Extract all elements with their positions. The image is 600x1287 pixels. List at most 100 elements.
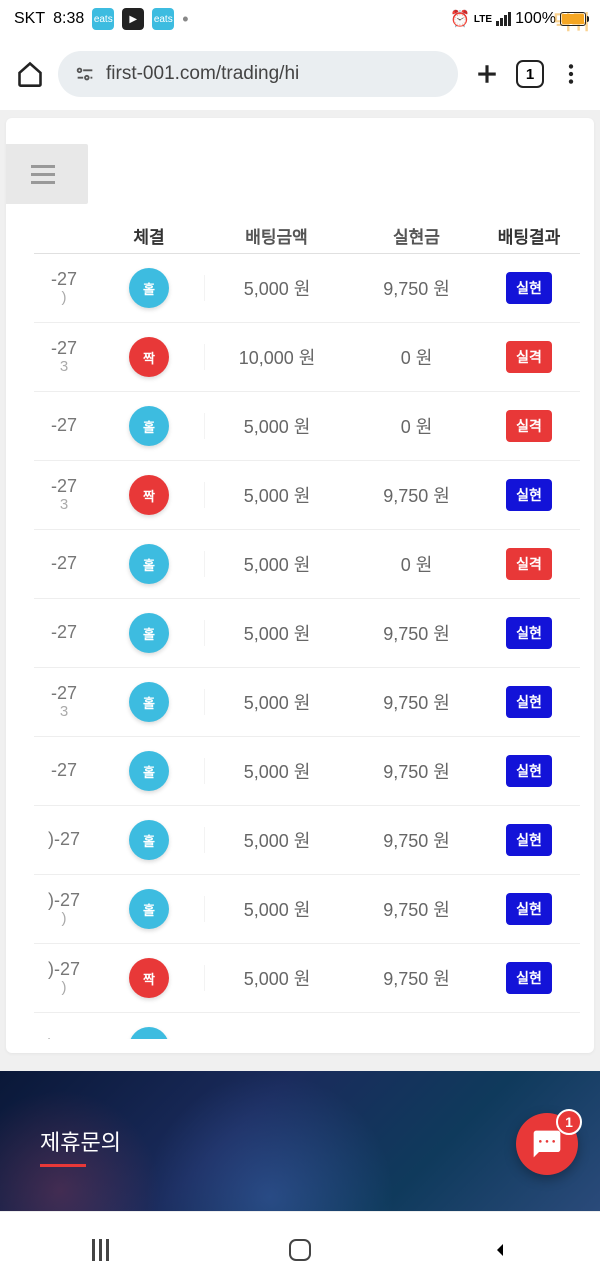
home-nav-icon <box>289 1239 311 1261</box>
eats-icon-2: eats <box>152 8 174 30</box>
header-result: 배팅결과 <box>484 223 574 248</box>
trade-badge: 홀 <box>129 751 169 791</box>
table-header-row: 체결 배팅금액 실현금 배팅결과 <box>34 218 580 254</box>
realized-cell: 9,750 원 <box>349 827 484 853</box>
result-cell: 실현 <box>484 479 574 511</box>
footer-banner[interactable]: 제휴문의 1 <box>0 1071 600 1211</box>
hamburger-icon <box>31 165 55 184</box>
trade-badge: 짝 <box>129 958 169 998</box>
realized-cell: 9,750 원 <box>349 758 484 784</box>
table-row[interactable]: -273짝10,000 원0 원실격 <box>34 323 580 392</box>
battery-label: 100% <box>515 10 556 28</box>
chat-icon <box>531 1128 563 1160</box>
table-row[interactable]: )-27홀 <box>34 1013 580 1039</box>
result-pill: 실현 <box>506 962 552 994</box>
status-bar: SKT 8:38 eats ▶ eats • ⏰ LTE 100% <box>0 0 600 38</box>
result-cell: 실격 <box>484 410 574 442</box>
realized-cell: 9,750 원 <box>349 689 484 715</box>
badge-cell: 홀 <box>94 406 204 446</box>
chat-fab[interactable]: 1 <box>516 1113 578 1175</box>
result-cell: 실격 <box>484 341 574 373</box>
battery-icon <box>560 12 586 26</box>
badge-cell: 짝 <box>94 475 204 515</box>
date-cell: -27 <box>34 416 94 436</box>
badge-cell: 홀 <box>94 889 204 929</box>
result-pill: 실현 <box>506 755 552 787</box>
result-pill: 실현 <box>506 893 552 925</box>
table-row[interactable]: -27 홀 5,000 원9,750 원 실현 <box>34 737 580 806</box>
table-row[interactable]: )-27)홀5,000 원9,750 원실현 <box>34 875 580 944</box>
badge-cell: 홀 <box>94 268 204 308</box>
amount-cell: 5,000 원 <box>204 551 349 577</box>
result-pill: 실현 <box>506 617 552 649</box>
alarm-icon: ⏰ <box>450 9 470 29</box>
browser-toolbar: first-001.com/trading/hi 1 <box>0 38 600 110</box>
tabs-button[interactable]: 1 <box>516 60 544 88</box>
youtube-icon: ▶ <box>122 8 144 30</box>
result-pill: 실격 <box>506 410 552 442</box>
home-icon[interactable] <box>16 60 44 88</box>
realized-cell: 9,750 원 <box>349 482 484 508</box>
table-body: -27)홀5,000 원9,750 원실현-273짝10,000 원0 원실격-… <box>34 254 580 1039</box>
trade-badge: 홀 <box>129 406 169 446</box>
recent-icon <box>92 1239 109 1261</box>
header-amount: 배팅금액 <box>204 223 349 248</box>
clock-label: 8:38 <box>53 10 84 28</box>
date-sub: ) <box>34 290 94 307</box>
url-bar[interactable]: first-001.com/trading/hi <box>58 51 458 97</box>
menu-icon[interactable] <box>558 61 584 87</box>
table-row[interactable]: )-27)짝5,000 원9,750 원실현 <box>34 944 580 1013</box>
amount-cell: 5,000 원 <box>204 758 349 784</box>
table-row[interactable]: -27)홀5,000 원9,750 원실현 <box>34 254 580 323</box>
date-cell: )-27 <box>34 830 94 850</box>
result-cell: 실격 <box>484 548 574 580</box>
result-pill: 실현 <box>506 272 552 304</box>
trade-badge: 홀 <box>129 1027 169 1039</box>
result-pill: 실격 <box>506 341 552 373</box>
badge-cell: 홀 <box>94 751 204 791</box>
header-badge: 체결 <box>94 223 204 248</box>
table-row[interactable]: -27홀5,000 원0 원실격 <box>34 530 580 599</box>
result-pill: 실현 <box>506 479 552 511</box>
date-cell: )-27) <box>34 960 94 996</box>
trade-badge: 홀 <box>129 268 169 308</box>
realized-cell: 0 원 <box>349 413 484 439</box>
site-settings-icon[interactable] <box>74 63 96 85</box>
fab-badge: 1 <box>556 1109 582 1135</box>
badge-cell: 홀 <box>94 613 204 653</box>
trade-badge: 짝 <box>129 475 169 515</box>
amount-cell: 5,000 원 <box>204 275 349 301</box>
result-cell: 실현 <box>484 962 574 994</box>
page-content: 체결 배팅금액 실현금 배팅결과 -27)홀5,000 원9,750 원실현-2… <box>0 110 600 1211</box>
realized-cell: 0 원 <box>349 344 484 370</box>
trade-badge: 홀 <box>129 544 169 584</box>
more-dot: • <box>182 9 188 30</box>
result-cell: 실현 <box>484 272 574 304</box>
date-sub: ) <box>34 911 94 928</box>
trade-badge: 홀 <box>129 889 169 929</box>
amount-cell: 10,000 원 <box>204 344 349 370</box>
new-tab-icon[interactable] <box>472 59 502 89</box>
signal-icon <box>496 12 511 26</box>
recent-apps-button[interactable] <box>40 1225 160 1275</box>
trading-table[interactable]: 체결 배팅금액 실현금 배팅결과 -27)홀5,000 원9,750 원실현-2… <box>34 218 580 1039</box>
table-row[interactable]: )-27홀5,000 원9,750 원실현 <box>34 806 580 875</box>
trade-badge: 홀 <box>129 613 169 653</box>
amount-cell: 5,000 원 <box>204 827 349 853</box>
realized-cell: 9,750 원 <box>349 275 484 301</box>
table-row[interactable]: -27홀5,000 원9,750 원실현 <box>34 599 580 668</box>
table-row[interactable]: -273짝5,000 원9,750 원실현 <box>34 461 580 530</box>
result-cell: 실현 <box>484 755 574 787</box>
home-button[interactable] <box>240 1225 360 1275</box>
result-pill: 실격 <box>506 548 552 580</box>
table-row[interactable]: -273홀5,000 원9,750 원실현 <box>34 668 580 737</box>
result-pill: 실현 <box>506 686 552 718</box>
trade-badge: 홀 <box>129 820 169 860</box>
table-row[interactable]: -27홀5,000 원0 원실격 <box>34 392 580 461</box>
back-button[interactable] <box>440 1225 560 1275</box>
menu-button[interactable] <box>6 144 88 204</box>
date-cell: -27 <box>34 554 94 574</box>
eats-icon: eats <box>92 8 114 30</box>
trade-badge: 짝 <box>129 337 169 377</box>
date-cell: -27 <box>34 761 94 781</box>
